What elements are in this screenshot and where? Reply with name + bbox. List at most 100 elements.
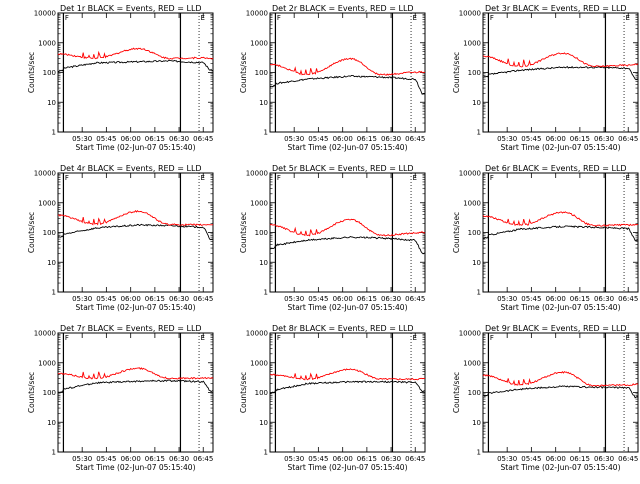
marker-label: F (277, 174, 281, 182)
x-axis-label: Start Time (02-Jun-07 05:15:40) (501, 143, 621, 152)
marker-label: F (277, 334, 281, 342)
y-tick-label: 10 (472, 259, 481, 267)
plot-frame (57, 172, 214, 293)
panel-title: Det 1r BLACK = Events, RED = LLD (60, 4, 202, 13)
y-tick-label: 10 (472, 99, 481, 107)
y-tick-label: 10 (472, 419, 481, 427)
x-tick-label: 06:15 (357, 135, 377, 143)
x-tick-label: 05:45 (521, 135, 541, 143)
y-axis-label: Counts/sec (452, 372, 461, 413)
detector-panel: Det 6r BLACK = Events, RED = LLD 1 10 100 10… (452, 164, 639, 312)
y-tick-label: 100 (255, 69, 268, 77)
marker-label: E (413, 334, 417, 342)
y-axis-label: Counts/sec (452, 52, 461, 93)
x-tick-label: 06:30 (169, 135, 189, 143)
events-series-line (269, 235, 426, 255)
y-axis-label: Counts/sec (239, 212, 248, 253)
lld-series-line (58, 209, 214, 227)
marker-label: F (490, 14, 494, 22)
lld-series-line (482, 370, 639, 387)
y-tick-label: 10 (47, 419, 56, 427)
x-tick-label: 06:15 (570, 135, 590, 143)
y-tick-label: 1 (264, 449, 268, 457)
x-axis-label: Start Time (02-Jun-07 05:15:40) (288, 303, 408, 312)
x-tick-label: 05:30 (284, 295, 304, 303)
y-tick-label: 1 (477, 449, 481, 457)
x-tick-label: 05:45 (521, 455, 541, 463)
lld-series-line (269, 57, 426, 76)
y-tick-label: 1 (52, 449, 56, 457)
y-tick-label: 10000 (246, 10, 268, 18)
y-tick-label: 1000 (463, 39, 481, 47)
y-tick-label: 10000 (34, 10, 56, 18)
y-axis-label: Counts/sec (452, 212, 461, 253)
events-series-line (58, 59, 214, 72)
y-tick-label: 1000 (250, 39, 268, 47)
y-tick-label: 10 (47, 99, 56, 107)
plot-frame (269, 12, 426, 133)
x-tick-label: 06:30 (169, 295, 189, 303)
lld-series-line (269, 218, 426, 237)
y-tick-label: 100 (468, 229, 481, 237)
y-axis-label: Counts/sec (27, 212, 36, 253)
x-tick-label: 05:30 (284, 135, 304, 143)
marker-label: E (201, 334, 205, 342)
y-tick-label: 1 (264, 289, 268, 297)
x-tick-label: 06:15 (570, 455, 590, 463)
x-tick-label: 06:30 (594, 455, 614, 463)
x-tick-label: 06:30 (594, 135, 614, 143)
marker-label: F (490, 334, 494, 342)
x-tick-label: 05:30 (72, 455, 92, 463)
y-tick-label: 10000 (459, 10, 481, 18)
y-tick-label: 10000 (246, 330, 268, 338)
marker-label: E (413, 14, 417, 22)
panel-title: Det 3r BLACK = Events, RED = LLD (485, 4, 627, 13)
plot-frame (482, 172, 639, 293)
panel-title: Det 6r BLACK = Events, RED = LLD (485, 164, 627, 173)
events-series-line (482, 65, 639, 81)
detector-panel: Det 4r BLACK = Events, RED = LLD 1 10 100 10… (27, 164, 214, 312)
x-tick-label: 05:30 (72, 295, 92, 303)
y-tick-label: 10 (47, 259, 56, 267)
events-series-line (57, 379, 214, 393)
x-tick-label: 06:00 (121, 135, 141, 143)
plot-frame (57, 12, 214, 133)
x-tick-label: 06:00 (333, 295, 353, 303)
lld-series-line (57, 47, 214, 60)
x-tick-label: 05:30 (497, 295, 517, 303)
y-tick-label: 100 (468, 69, 481, 77)
x-tick-label: 05:45 (521, 295, 541, 303)
plot-frame (482, 332, 639, 453)
y-tick-label: 1000 (38, 359, 56, 367)
x-tick-label: 06:30 (381, 135, 401, 143)
x-tick-label: 05:45 (96, 135, 116, 143)
y-axis-label: Counts/sec (239, 372, 248, 413)
x-tick-label: 06:15 (357, 455, 377, 463)
y-tick-label: 100 (43, 229, 56, 237)
events-series-line (482, 385, 639, 399)
y-tick-label: 10 (259, 99, 268, 107)
x-tick-label: 06:00 (546, 295, 566, 303)
detector-panel: Det 2r BLACK = Events, RED = LLD 1 10 100 10… (239, 4, 426, 152)
x-tick-label: 06:45 (193, 455, 213, 463)
x-tick-label: 06:45 (618, 135, 638, 143)
x-tick-label: 06:00 (333, 455, 353, 463)
x-tick-label: 05:30 (497, 455, 517, 463)
events-series-line (57, 223, 214, 241)
x-tick-label: 06:15 (570, 295, 590, 303)
y-tick-label: 1000 (38, 199, 56, 207)
y-tick-label: 10000 (459, 170, 481, 178)
y-tick-label: 100 (43, 389, 56, 397)
x-tick-label: 06:30 (381, 295, 401, 303)
x-axis-label: Start Time (02-Jun-07 05:15:40) (76, 463, 196, 472)
y-tick-label: 1000 (250, 199, 268, 207)
plot-frame (269, 332, 426, 453)
detector-panel: Det 1r BLACK = Events, RED = LLD 1 10 100 10… (27, 4, 214, 152)
x-tick-label: 05:45 (96, 295, 116, 303)
y-tick-label: 10 (259, 259, 268, 267)
y-tick-label: 1 (477, 289, 481, 297)
x-tick-label: 06:15 (145, 455, 165, 463)
y-tick-label: 10000 (34, 330, 56, 338)
